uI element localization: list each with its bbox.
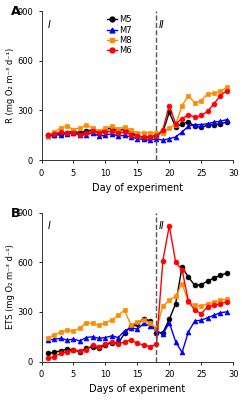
Text: I: I xyxy=(48,20,51,30)
Y-axis label: ETS (mg O₂ m⁻³ d⁻¹): ETS (mg O₂ m⁻³ d⁻¹) xyxy=(6,245,15,330)
X-axis label: Day of experiment: Day of experiment xyxy=(92,183,183,193)
Text: I: I xyxy=(48,222,51,232)
Text: A: A xyxy=(11,5,20,18)
X-axis label: Days of experiment: Days of experiment xyxy=(89,384,185,394)
Legend: M5, M7, M8, M6: M5, M7, M8, M6 xyxy=(107,15,132,55)
Text: II: II xyxy=(159,20,165,30)
Y-axis label: R (mg O₂ m⁻³ d⁻¹): R (mg O₂ m⁻³ d⁻¹) xyxy=(6,48,15,123)
Text: II: II xyxy=(159,222,165,232)
Text: B: B xyxy=(11,206,20,220)
